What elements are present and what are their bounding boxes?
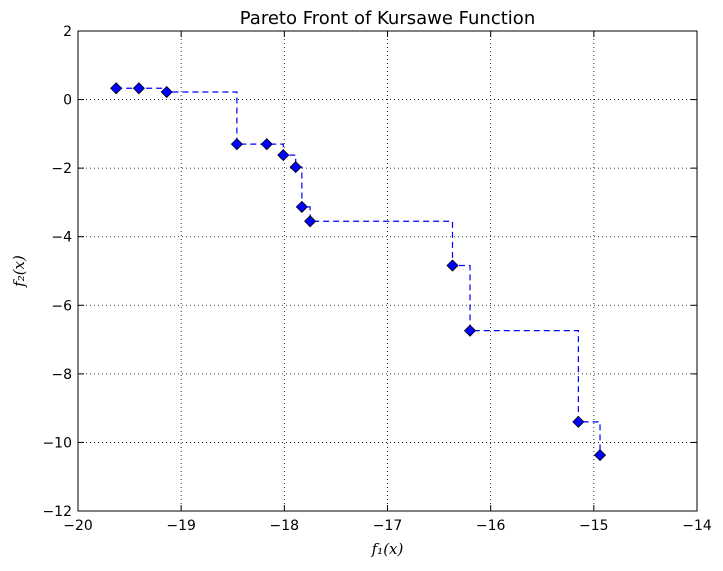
pareto-point-marker [572,415,585,428]
axes: −20 −19 −18 −17 −16 −15 −14 2 0 −2 −4 −6 −8 −10 −12 [42,24,711,534]
y-tick-label: −6 [51,298,72,314]
marker-layer [110,82,607,462]
x-tick-label: −15 [579,518,609,534]
x-tick-label: −20 [63,518,93,534]
pareto-point-marker [463,324,477,337]
pareto-point-marker [277,149,290,162]
pareto-point-marker [304,215,317,228]
pareto-point-marker [593,449,607,462]
pareto-point-marker [289,161,302,174]
y-tick-label: −8 [51,367,72,383]
y-tick-label: −12 [42,504,72,520]
y-tick-label: −10 [42,435,72,451]
x-tick-label: −16 [476,518,506,534]
y-tick-label: 2 [63,24,72,40]
x-tick-label: −17 [373,518,403,534]
grid [78,31,697,511]
y-tick-label: −4 [51,230,72,246]
y-tick-label: −2 [51,161,72,177]
pareto-point-marker [260,138,273,151]
step-line-layer [116,87,601,456]
pareto-point-marker [295,200,308,213]
pareto-point-marker [446,259,459,272]
pareto-point-marker [160,85,173,99]
x-tick-label: −18 [270,518,300,534]
chart-title: Pareto Front of Kursawe Function [240,8,535,29]
pareto-step-line [116,87,601,456]
y-tick-label: 0 [63,93,72,109]
pareto-point-marker [230,138,243,151]
y-axis-label: f₂(x) [10,255,28,288]
pareto-point-marker [110,82,123,95]
x-tick-label: −14 [682,518,712,534]
pareto-point-marker [132,82,145,95]
x-tick-label: −19 [166,518,196,534]
x-axis-label: f₁(x) [371,540,404,558]
